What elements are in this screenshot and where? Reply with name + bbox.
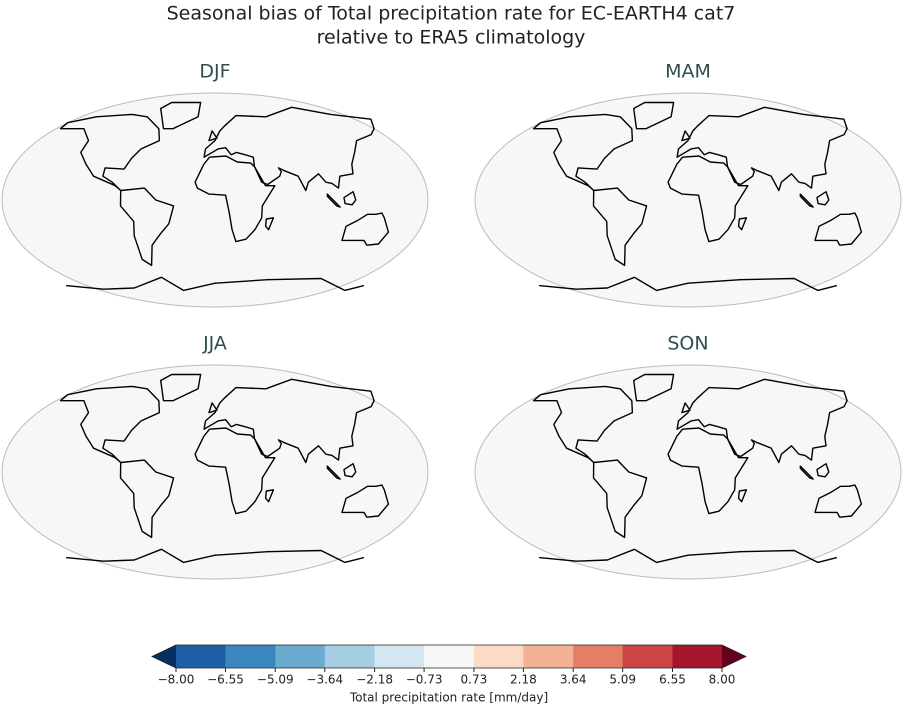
colorbar-under [152, 645, 176, 668]
panel-title: MAM [665, 61, 711, 83]
colorbar-segment [573, 645, 624, 668]
coastline [203, 378, 375, 464]
coastline [816, 190, 830, 206]
coastline [799, 465, 814, 480]
panel-title: JJA [202, 333, 227, 355]
coastline [799, 193, 814, 208]
coastline [203, 106, 375, 192]
coastline [59, 385, 161, 464]
coastline [341, 212, 390, 246]
colorbar-tick-label: −3.64 [306, 673, 343, 687]
coastline [343, 463, 357, 478]
coastline [66, 548, 365, 564]
colorbar-segment [473, 645, 524, 668]
colorbar-segment [275, 645, 326, 668]
coastline [532, 385, 634, 464]
coastline [539, 276, 838, 292]
coastline [676, 378, 848, 464]
coastline [814, 484, 863, 518]
coastline [667, 155, 749, 243]
colorbar-segment [622, 645, 674, 668]
coastline [119, 187, 175, 267]
colorbar-label: Total precipitation rate [mm/day] [349, 691, 548, 705]
coastline [343, 190, 357, 206]
coastline [208, 402, 218, 414]
colorbar-tick-label: 2.18 [510, 673, 537, 687]
coastline [532, 113, 634, 192]
colorbar-tick-label: 5.09 [609, 673, 636, 687]
coastline [194, 427, 276, 515]
colorbar-tick-label: −2.18 [356, 673, 393, 687]
map-panel: DJF [1, 61, 429, 308]
colorbar-segment [424, 645, 475, 668]
coastline [539, 548, 838, 564]
coastline [737, 217, 748, 231]
globe [474, 92, 902, 308]
coastline [676, 106, 848, 192]
colorbar-segment [176, 645, 226, 668]
coastline [66, 276, 365, 292]
globe [474, 364, 902, 580]
coastline [194, 155, 276, 243]
colorbar-tick-label: −5.09 [257, 673, 294, 687]
figure-title: relative to ERA5 climatology [317, 27, 586, 49]
coastline [119, 459, 175, 539]
figure-title: Seasonal bias of Total precipitation rat… [167, 3, 736, 25]
coastline [633, 373, 675, 402]
coastline [208, 130, 218, 142]
coastline [667, 427, 749, 515]
coastline [159, 373, 202, 402]
colorbar-tick-label: 6.55 [659, 673, 686, 687]
colorbar-tick-label: 0.73 [461, 673, 488, 687]
panel-title: DJF [199, 61, 230, 83]
colorbar: −8.00 −6.55 −5.09 −3.64 −2.18 −0.73 0.73 2.18 3.… [151, 644, 747, 687]
colorbar-over [722, 645, 746, 668]
coastline [592, 187, 648, 267]
map-panels: DJF MAM JJA SON [1, 61, 902, 580]
coastline [814, 212, 863, 246]
map-panel: MAM [474, 61, 902, 308]
coastline [681, 402, 691, 414]
coastline [633, 101, 675, 130]
colorbar-segment [672, 645, 723, 668]
globe [1, 364, 429, 580]
colorbar-tick-label: −8.00 [158, 673, 195, 687]
coastline [264, 489, 275, 503]
coastline [816, 463, 830, 478]
map-panel: SON [474, 333, 902, 580]
colorbar-segment [374, 645, 425, 668]
coastline [264, 217, 275, 231]
panel-title: SON [667, 333, 708, 355]
coastline [592, 459, 648, 539]
coastline [341, 484, 390, 518]
coastline [159, 101, 202, 130]
colorbar-tick-label: −0.73 [406, 673, 443, 687]
globe [1, 92, 429, 308]
coastline [326, 465, 341, 480]
coastline [326, 193, 341, 208]
map-panel: JJA [1, 333, 429, 580]
colorbar-segment [523, 645, 574, 668]
coastline [59, 113, 161, 192]
coastline [737, 489, 748, 503]
colorbar-tick-label: 8.00 [709, 673, 736, 687]
coastline [681, 130, 691, 142]
colorbar-tick-label: 3.64 [560, 673, 587, 687]
colorbar-segment [225, 645, 276, 668]
colorbar-segment [324, 645, 376, 668]
colorbar-tick-label: −6.55 [207, 673, 244, 687]
